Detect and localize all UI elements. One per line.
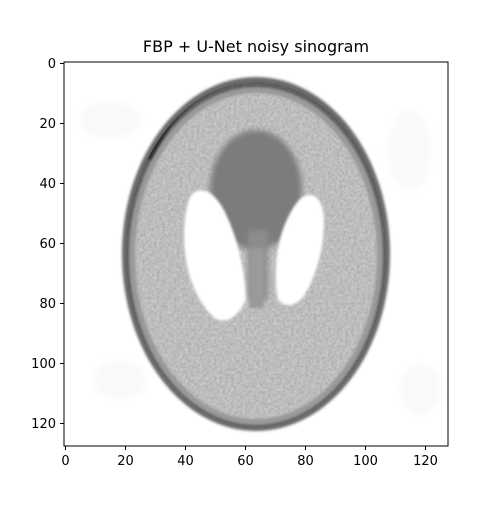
figure-title: FBP + U-Net noisy sinogram [143, 37, 369, 56]
reconstruction-image [64, 62, 448, 446]
x-tick-label: 80 [297, 454, 314, 469]
axes-frame [63, 61, 449, 447]
y-tick-label: 0 [48, 57, 56, 72]
y-tick-label: 40 [39, 177, 56, 192]
x-tick-label: 0 [61, 454, 69, 469]
y-tick-label: 120 [31, 417, 56, 432]
x-tick-label: 40 [177, 454, 194, 469]
x-tick-label: 100 [353, 454, 378, 469]
y-tick-label: 100 [31, 357, 56, 372]
y-axis: 0 20 40 60 80 100 120 [31, 57, 64, 432]
x-axis: 0 20 40 60 80 100 120 [61, 446, 438, 469]
y-tick-label: 60 [39, 237, 56, 252]
right-ventricle [275, 195, 324, 306]
x-tick-label: 20 [117, 454, 134, 469]
x-tick-label: 120 [413, 454, 438, 469]
left-ventricle [184, 190, 246, 321]
x-tick-label: 60 [237, 454, 254, 469]
y-tick-label: 80 [39, 297, 56, 312]
y-tick-label: 20 [39, 117, 56, 132]
